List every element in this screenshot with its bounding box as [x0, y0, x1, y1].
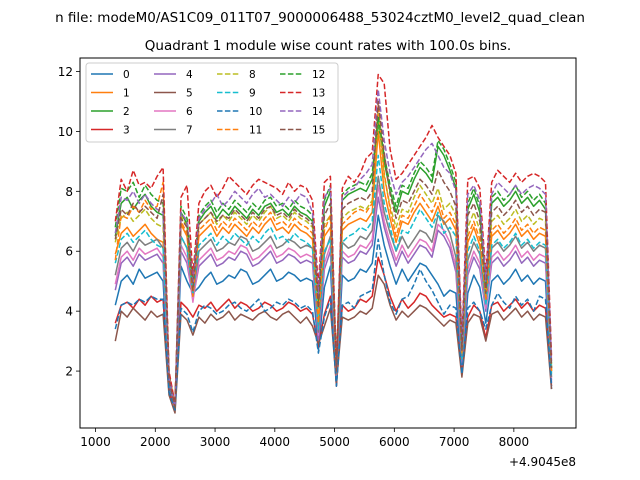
series-line-12	[114, 115, 553, 408]
figure-suptitle: n file: modeM0/AS1C09_011T07_9000006488_…	[55, 10, 585, 26]
legend-label-4: 4	[186, 69, 193, 81]
x-tick-label: 2000	[140, 435, 171, 449]
legend-label-5: 5	[186, 88, 193, 100]
y-tick-label: 8	[65, 185, 73, 199]
legend-label-13: 13	[312, 88, 325, 100]
x-tick-label: 5000	[319, 435, 350, 449]
legend-label-14: 14	[312, 106, 326, 118]
legend-label-11: 11	[249, 125, 262, 137]
x-tick-label: 1000	[80, 435, 111, 449]
legend-label-1: 1	[123, 88, 130, 100]
series-layer	[114, 73, 553, 414]
legend-frame	[85, 62, 339, 143]
series-line-15	[114, 100, 553, 408]
legend-label-3: 3	[123, 125, 130, 137]
x-axis-ticks: 1000 2000 3000 4000 5000 6000 7000 8000	[80, 428, 529, 449]
y-tick-label: 12	[58, 65, 73, 79]
legend-label-8: 8	[249, 69, 256, 81]
legend-label-2: 2	[123, 106, 130, 118]
y-tick-label: 2	[65, 365, 73, 379]
x-tick-label: 6000	[379, 435, 410, 449]
y-tick-label: 10	[58, 125, 73, 139]
legend-label-9: 9	[249, 88, 256, 100]
x-tick-label: 7000	[439, 435, 470, 449]
x-tick-label: 8000	[499, 435, 530, 449]
series-line-10	[114, 238, 553, 411]
legend-label-12: 12	[312, 69, 325, 81]
legend-label-6: 6	[186, 106, 193, 118]
y-axis-ticks: 2 4 6 8 10 12	[58, 65, 80, 379]
legend-label-10: 10	[249, 106, 262, 118]
x-axis-offset-label: +4.9045e8	[509, 455, 576, 469]
legend-label-7: 7	[186, 125, 193, 137]
x-tick-label: 3000	[200, 435, 231, 449]
y-tick-label: 6	[65, 245, 73, 259]
chart-title: Quadrant 1 module wise count rates with …	[145, 38, 511, 54]
series-line-13	[114, 73, 553, 405]
y-tick-label: 4	[65, 305, 73, 319]
legend-label-0: 0	[123, 69, 130, 81]
legend-label-15: 15	[312, 125, 325, 137]
plot-frame	[79, 57, 577, 429]
x-tick-label: 4000	[260, 435, 291, 449]
